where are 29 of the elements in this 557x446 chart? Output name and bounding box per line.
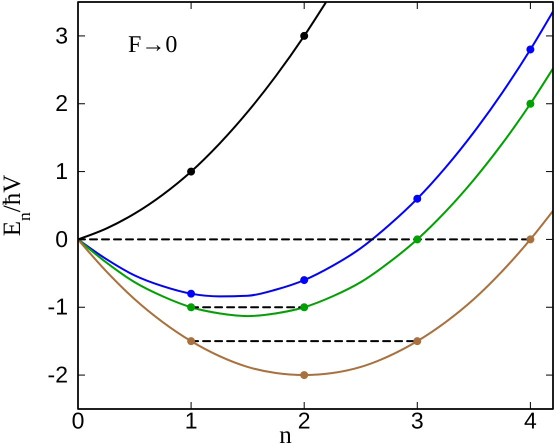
x-tick-label: 1 [184, 407, 198, 434]
point [300, 371, 308, 380]
x-tick-label: 4 [524, 407, 537, 434]
point [187, 337, 196, 346]
annotation: F→0 [128, 32, 178, 58]
y-tick-label: 0 [55, 226, 68, 252]
line-series [78, 10, 553, 298]
point [526, 235, 534, 244]
point [187, 303, 196, 312]
point [187, 290, 196, 298]
line-series [78, 67, 553, 318]
y-tick-label: 2 [55, 90, 68, 116]
point [413, 337, 422, 346]
point [300, 276, 308, 284]
point [526, 100, 534, 108]
x-tick-label: 3 [410, 407, 424, 434]
x-axis-title: n [279, 422, 292, 446]
y-tick-label: -1 [48, 294, 68, 320]
point [413, 194, 422, 203]
y-tick-label: 3 [55, 22, 68, 48]
point [413, 235, 422, 244]
point [300, 32, 308, 40]
x-tick-label: 2 [298, 407, 311, 434]
y-tick-label: 1 [55, 158, 68, 184]
y-tick-label: -2 [48, 361, 68, 388]
x-tick-label: 0 [72, 407, 84, 434]
point [187, 168, 196, 176]
point [300, 303, 308, 312]
point [526, 46, 534, 54]
